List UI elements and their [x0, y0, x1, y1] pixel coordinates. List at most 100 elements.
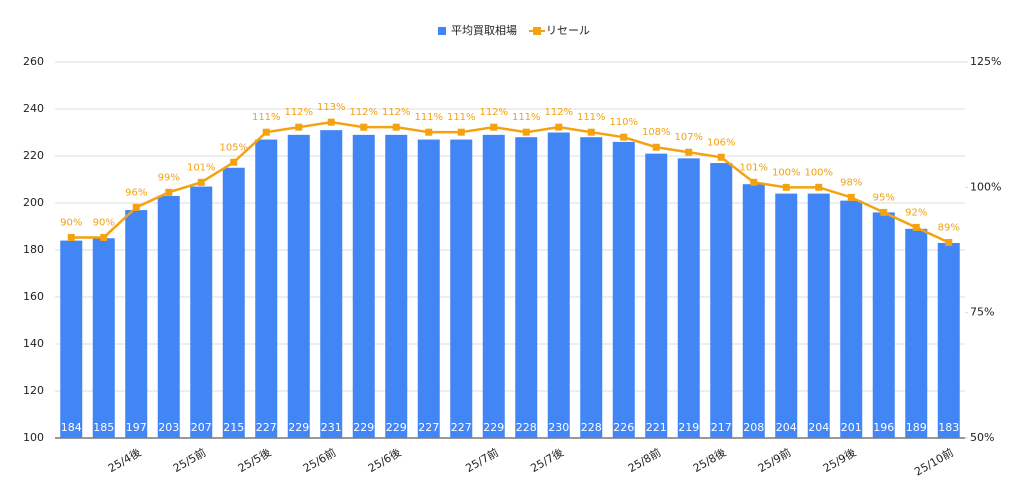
bar [905, 228, 928, 438]
line-marker [360, 123, 368, 131]
bar [580, 137, 603, 438]
bar [482, 134, 505, 438]
bar-value-label: 196 [873, 421, 894, 434]
bar [645, 153, 668, 438]
line-value-label: 112% [349, 107, 378, 118]
line-value-label: 113% [317, 102, 346, 113]
line-marker [230, 158, 238, 166]
bar-value-label: 197 [126, 421, 147, 434]
y-tick-label: 240 [23, 102, 44, 115]
line-value-label: 96% [125, 187, 147, 198]
line-value-label: 105% [219, 142, 248, 153]
y-tick-label: 100 [23, 431, 44, 444]
line-value-label: 111% [252, 112, 281, 123]
line-marker [847, 193, 855, 201]
line-marker [555, 123, 563, 131]
line-value-label: 89% [938, 222, 960, 233]
x-tick-label: 25/9前 [755, 445, 793, 475]
bar-value-label: 229 [288, 421, 309, 434]
line-marker [522, 128, 530, 136]
line-value-label: 95% [873, 192, 895, 203]
x-tick-label: 25/6前 [300, 445, 338, 475]
bar-value-label: 207 [191, 421, 212, 434]
bar [742, 184, 765, 438]
y2-tick-label: 50% [970, 431, 994, 444]
bar-value-label: 204 [776, 421, 797, 434]
bar-value-label: 221 [646, 421, 667, 434]
x-tick-label: 25/7前 [463, 445, 501, 475]
x-tick-label: 25/6後 [365, 445, 403, 475]
bar [287, 134, 310, 438]
line-value-label: 101% [187, 162, 216, 173]
bar-value-label: 208 [743, 421, 764, 434]
bar-value-label: 231 [321, 421, 342, 434]
bar-value-label: 219 [678, 421, 699, 434]
bar [222, 167, 245, 438]
bar-value-label: 184 [61, 421, 82, 434]
bar-value-label: 215 [223, 421, 244, 434]
bar-value-label: 228 [516, 421, 537, 434]
bar [775, 193, 798, 438]
bar-value-label: 230 [548, 421, 569, 434]
y-tick-label: 260 [23, 55, 44, 68]
y2-tick-label: 100% [970, 180, 1001, 193]
x-tick-label: 25/8後 [690, 445, 728, 475]
bar [417, 139, 440, 439]
bar-value-label: 229 [386, 421, 407, 434]
bar [92, 238, 115, 438]
x-tick-label: 25/9後 [820, 445, 858, 475]
bar [352, 134, 375, 438]
line-value-label: 110% [609, 117, 638, 128]
y-tick-label: 120 [23, 384, 44, 397]
line-marker [652, 143, 660, 151]
y-tick-label: 180 [23, 243, 44, 256]
line-marker [100, 233, 108, 241]
line-marker [685, 148, 693, 156]
line-marker [782, 183, 790, 191]
line-marker [490, 123, 498, 131]
line-value-label: 101% [739, 162, 768, 173]
line-value-label: 92% [905, 207, 927, 218]
legend-label: 平均買取相場 [451, 24, 517, 37]
x-tick-label: 25/7後 [528, 445, 566, 475]
bar [612, 141, 635, 438]
line-marker [717, 153, 725, 161]
line-value-label: 99% [158, 172, 180, 183]
line-marker [457, 128, 465, 136]
line-value-label: 108% [642, 127, 671, 138]
bar [320, 130, 343, 438]
line-value-label: 90% [60, 217, 82, 228]
bar-value-label: 201 [841, 421, 862, 434]
bar [157, 195, 180, 438]
line-value-label: 90% [93, 217, 115, 228]
legend-label: リセール [546, 24, 590, 37]
line-marker [132, 203, 140, 211]
bar [872, 212, 895, 438]
line-marker [945, 238, 953, 246]
x-tick-label: 25/5前 [170, 445, 208, 475]
line-value-label: 112% [284, 107, 313, 118]
line-value-label: 111% [512, 112, 541, 123]
legend-swatch [533, 27, 541, 35]
bar-value-label: 229 [353, 421, 374, 434]
bar [807, 193, 830, 438]
y-tick-label: 140 [23, 337, 44, 350]
y2-tick-label: 75% [970, 306, 994, 319]
bar [125, 210, 148, 438]
line-value-label: 100% [804, 167, 833, 178]
line-value-label: 100% [772, 167, 801, 178]
bar-value-label: 217 [711, 421, 732, 434]
line-marker [880, 208, 888, 216]
bar-value-label: 227 [451, 421, 472, 434]
line-marker [165, 188, 173, 196]
line-value-label: 112% [382, 107, 411, 118]
line-marker [620, 133, 628, 141]
bar-value-label: 227 [256, 421, 277, 434]
line-value-label: 112% [479, 107, 508, 118]
bar-value-label: 228 [581, 421, 602, 434]
line-marker [67, 233, 75, 241]
bar-value-label: 226 [613, 421, 634, 434]
line-marker [262, 128, 270, 136]
bar [385, 134, 408, 438]
bar-value-label: 183 [938, 421, 959, 434]
